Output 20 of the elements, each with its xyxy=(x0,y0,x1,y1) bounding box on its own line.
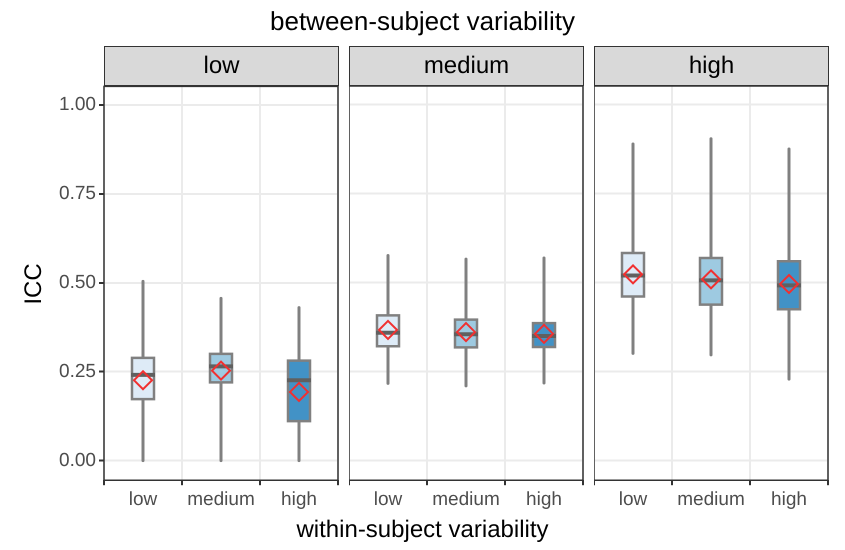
x-axis-title: within-subject variability xyxy=(295,516,550,544)
x-tick-label: high xyxy=(526,488,562,510)
x-tick-label: medium xyxy=(187,488,255,510)
chart-title: low xyxy=(104,46,339,86)
y-tick-label: 1.00 xyxy=(59,94,96,116)
x-tick-label: high xyxy=(281,488,317,510)
y-tick-label: 0.25 xyxy=(59,360,96,382)
x-tick-label: medium xyxy=(432,488,500,510)
x-tick-label: low xyxy=(618,488,648,510)
x-tick-label: high xyxy=(771,488,807,510)
x-tick-label: low xyxy=(128,488,158,510)
y-tick-label: 0.50 xyxy=(59,272,96,293)
x-tick-label: medium xyxy=(677,488,745,510)
chart-title: high xyxy=(594,46,829,86)
y-tick-label: 0.75 xyxy=(59,183,96,204)
y-tick-label: 0.00 xyxy=(59,450,96,471)
chart-subtitle: between-subject variability xyxy=(269,6,576,37)
chart-title: medium xyxy=(349,46,584,86)
y-axis-title: ICC xyxy=(20,262,48,307)
x-tick-label: low xyxy=(374,488,403,510)
